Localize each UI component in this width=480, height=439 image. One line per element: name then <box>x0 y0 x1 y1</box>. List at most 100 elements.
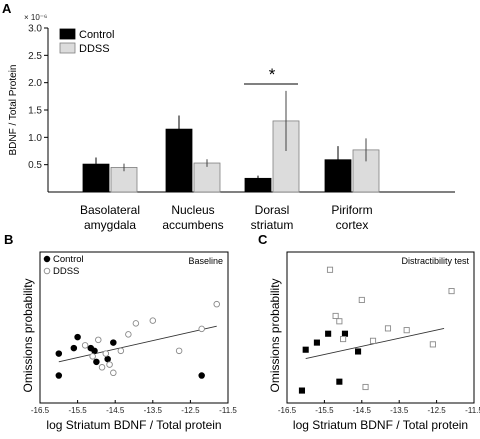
legend-label: DDSS <box>79 43 110 55</box>
point-ddss <box>403 327 410 334</box>
bar-control <box>324 159 352 193</box>
y-tick-label: 2.0 <box>28 78 42 89</box>
point-control <box>104 355 111 363</box>
point-control <box>55 350 63 357</box>
bar-ddss <box>193 162 221 193</box>
panel-c-letter: C <box>258 232 268 247</box>
point-ddss <box>132 320 140 327</box>
point-ddss <box>384 325 392 332</box>
point-ddss <box>332 312 339 320</box>
point-ddss <box>429 341 436 348</box>
point-ddss <box>198 325 205 333</box>
point-control <box>93 358 100 366</box>
point-ddss <box>102 350 110 357</box>
point-ddss <box>336 318 343 325</box>
regression-line <box>58 325 217 363</box>
point-ddss <box>362 383 369 391</box>
y-axis-label: Omissions probability <box>21 278 35 392</box>
point-control <box>313 339 320 346</box>
point-ddss <box>106 361 113 368</box>
y-multiplier: × 10⁻⁶ <box>24 13 47 22</box>
point-ddss <box>326 266 334 273</box>
plot-frame <box>286 251 475 404</box>
point-control <box>336 378 343 385</box>
legend-swatch <box>59 28 76 40</box>
point-control <box>55 372 63 379</box>
panel-a-letter: A <box>2 1 12 16</box>
bar-chart-panel: × 10⁻⁶ BDNF / Total Protein 0.5 1.0 1.5 2.0… <box>8 13 455 232</box>
point-ddss <box>448 288 455 295</box>
y-tick-label: 0.5 <box>28 160 42 171</box>
point-ddss <box>110 369 117 377</box>
legend-swatch <box>59 42 76 54</box>
point-ddss <box>175 347 183 355</box>
y-axis-label: BDNF / Total Protein <box>8 65 19 156</box>
point-ddss <box>117 347 125 355</box>
x-tick-label: -12.5 <box>181 406 200 415</box>
point-ddss <box>369 337 377 344</box>
x-tick-label: -13.5 <box>390 406 409 415</box>
point-control <box>110 339 117 346</box>
x-tick-label: -16.5 <box>278 406 297 415</box>
x-tick-label: -15.5 <box>68 406 87 415</box>
x-tick-label: -11.5 <box>465 406 480 415</box>
point-ddss <box>125 331 132 338</box>
x-tick-label: -15.5 <box>315 406 334 415</box>
significance-marker: * <box>244 65 298 85</box>
legend-marker <box>43 267 51 275</box>
bars <box>82 90 380 193</box>
y-tick-label: 2.5 <box>28 51 42 62</box>
x-tick-label: -16.5 <box>31 406 50 415</box>
point-ddss <box>149 317 157 324</box>
category-label: amygdala <box>84 218 136 232</box>
category-label: Nucleus <box>171 203 214 217</box>
x-tick-label: -12.5 <box>427 406 446 415</box>
point-control <box>70 344 78 352</box>
category-label: accumbens <box>162 218 223 232</box>
point-control <box>325 330 332 337</box>
category-label: Dorasl <box>255 203 290 217</box>
point-ddss <box>95 336 102 344</box>
legend-label: DDSS <box>53 266 79 277</box>
legend: Control DDSS <box>59 28 114 55</box>
point-control <box>198 372 205 379</box>
x-axis-label: log Striatum BDNF / Total protein <box>46 418 221 432</box>
point-ddss <box>340 335 347 343</box>
y-tick-label: 3.0 <box>28 24 42 35</box>
x-tick-label: -13.5 <box>144 406 163 415</box>
point-control <box>74 333 81 341</box>
category-label: cortex <box>336 218 369 232</box>
panel-b-letter: B <box>4 232 13 247</box>
plot-frame <box>39 251 229 404</box>
panel-annotation: Baseline <box>188 256 223 266</box>
y-tick-label: 1.0 <box>28 133 42 144</box>
category-label: striatum <box>251 218 294 232</box>
significance-star: * <box>269 65 276 84</box>
x-axis-label: log Striatum BDNF / Total protein <box>293 418 468 432</box>
x-tick-label: -14.5 <box>106 406 125 415</box>
point-control <box>298 387 306 394</box>
point-ddss <box>98 364 106 371</box>
category-label: Piriform <box>331 203 372 217</box>
bar-ddss <box>110 166 138 193</box>
y-axis-label: Omissions probability <box>268 278 282 392</box>
point-ddss <box>213 300 220 308</box>
point-control <box>355 348 362 355</box>
point-ddss <box>81 342 89 349</box>
point-ddss <box>89 353 96 360</box>
y-tick-label: 1.5 <box>28 106 42 117</box>
point-control <box>91 347 98 355</box>
legend-marker <box>43 255 51 263</box>
point-control <box>302 346 309 353</box>
scatter-panel-distractibility: -16.5 -15.5 -14.5 -13.5 -12.5 -11.5 log Striat… <box>268 251 480 432</box>
point-ddss <box>358 296 365 304</box>
legend-label: Control <box>53 254 84 265</box>
point-control <box>341 330 349 337</box>
legend-label: Control <box>79 29 114 41</box>
panel-annotation: Distractibility test <box>401 256 469 266</box>
scatter-panel-baseline: -16.5 -15.5 -14.5 -13.5 -12.5 -11.5 log Striat… <box>21 251 237 432</box>
category-label: Basolateral <box>80 203 140 217</box>
x-tick-label: -14.5 <box>353 406 372 415</box>
